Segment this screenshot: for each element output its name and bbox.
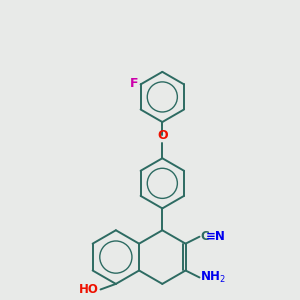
Text: F: F (130, 77, 139, 90)
Text: O: O (157, 128, 168, 142)
Text: ≡N: ≡N (206, 230, 226, 243)
Text: HO: HO (79, 283, 99, 296)
Text: C: C (200, 230, 209, 243)
Text: NH$_2$: NH$_2$ (200, 270, 226, 285)
